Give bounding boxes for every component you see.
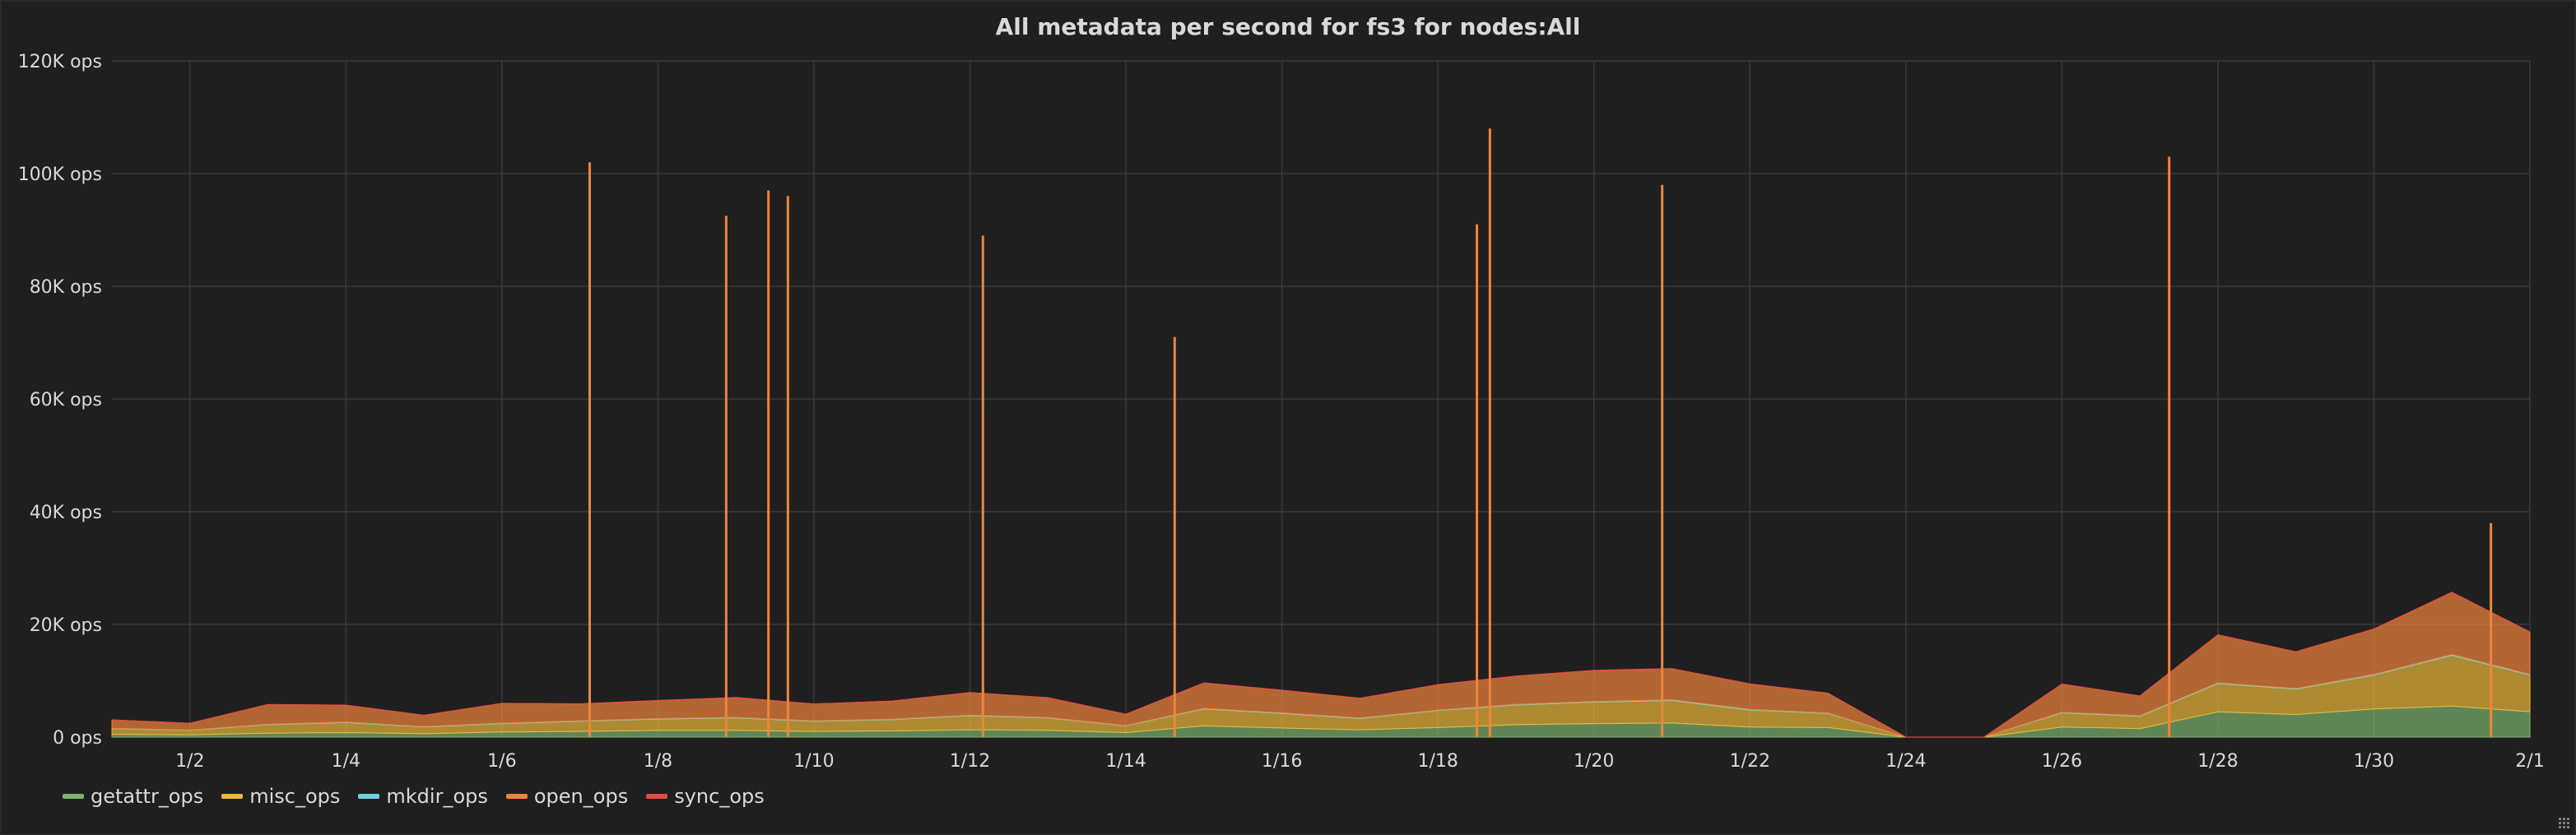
legend-item-open-ops[interactable]: open_ops: [505, 785, 629, 808]
legend-swatch: [63, 794, 84, 799]
legend-label: mkdir_ops: [386, 785, 488, 808]
x-tick-label: 1/24: [1886, 751, 1926, 772]
x-tick-label: 1/20: [1574, 751, 1614, 772]
legend-label: misc_ops: [249, 785, 341, 808]
x-tick-label: 1/2: [175, 751, 204, 772]
x-tick-label: 1/16: [1262, 751, 1302, 772]
legend-label: open_ops: [533, 785, 629, 808]
x-tick-label: 1/30: [2354, 751, 2394, 772]
y-axis: 0 ops 20K ops 40K ops 60K ops 80K ops 100K op…: [18, 52, 102, 749]
y-tick-label: 60K ops: [30, 390, 102, 411]
legend-swatch: [646, 794, 668, 799]
legend-item-sync-ops[interactable]: sync_ops: [646, 785, 765, 808]
x-tick-label: 1/10: [793, 751, 834, 772]
legend-item-misc-ops[interactable]: misc_ops: [221, 785, 340, 808]
legend-label: sync_ops: [674, 785, 765, 808]
spike-lines: [588, 128, 2493, 737]
legend-swatch: [505, 794, 528, 799]
y-tick-label: 100K ops: [18, 165, 102, 185]
legend-item-getattr-ops[interactable]: getattr_ops: [63, 785, 203, 808]
x-tick-label: 1/18: [1417, 751, 1458, 772]
series-area-sync-ops: [111, 591, 2531, 738]
legend-swatch: [358, 794, 380, 799]
x-tick-label: 1/28: [2197, 751, 2238, 772]
x-tick-label: 1/8: [644, 751, 672, 772]
legend-swatch: [221, 794, 244, 799]
x-axis: 1/2 1/4 1/6 1/8 1/10 1/12 1/14 1/16 1/18 1/20 1/22…: [175, 751, 2545, 772]
y-tick-label: 120K ops: [18, 52, 102, 72]
legend-item-mkdir-ops[interactable]: mkdir_ops: [358, 785, 488, 808]
legend: getattr_ops misc_ops mkdir_ops open_ops …: [63, 785, 765, 808]
x-tick-label: 1/6: [487, 751, 516, 772]
x-tick-label: 1/12: [950, 751, 990, 772]
series-areas: [111, 591, 2531, 738]
y-tick-label: 40K ops: [30, 503, 102, 523]
x-tick-label: 1/14: [1105, 751, 1146, 772]
x-tick-label: 1/4: [332, 751, 360, 772]
x-tick-label: 1/22: [1730, 751, 1770, 772]
panel-title[interactable]: All metadata per second for fs3 for node…: [995, 13, 1581, 40]
resize-handle[interactable]: [2558, 817, 2569, 828]
x-tick-label: 2/1: [2515, 751, 2544, 772]
x-tick-label: 1/26: [2042, 751, 2082, 772]
grid: [112, 60, 2531, 738]
y-tick-label: 20K ops: [30, 615, 102, 636]
legend-label: getattr_ops: [91, 785, 204, 808]
y-tick-label: 0 ops: [53, 728, 102, 749]
y-tick-label: 80K ops: [30, 277, 102, 298]
